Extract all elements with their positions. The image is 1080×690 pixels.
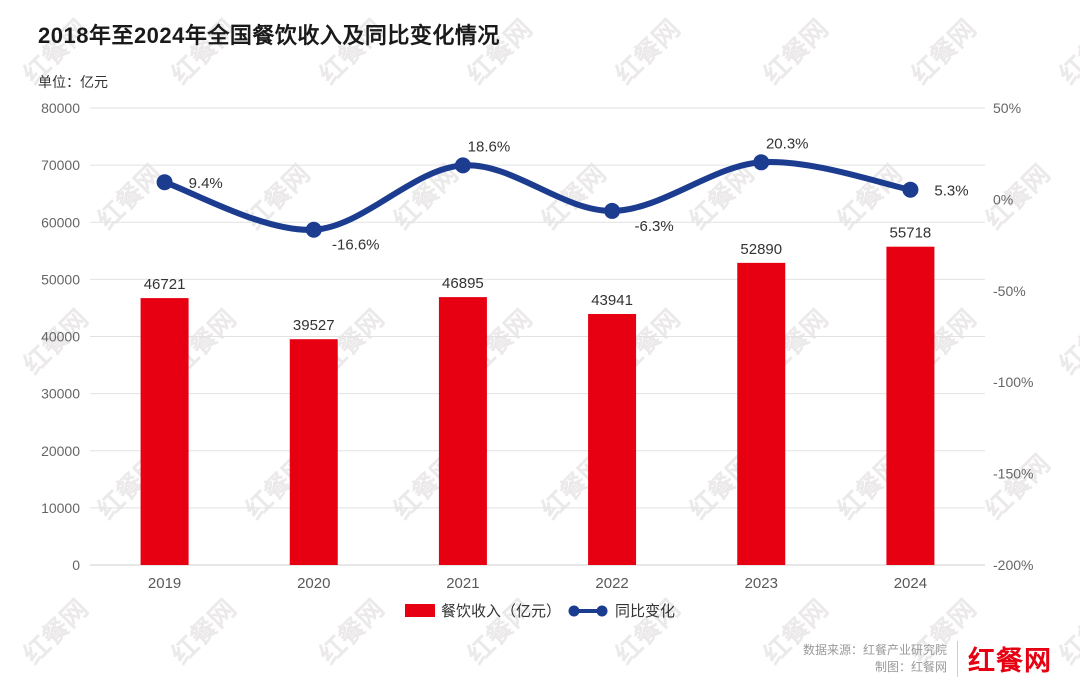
brand-logo: 红餐网 [968,646,1052,676]
watermark-text: 红餐网 [905,13,981,89]
bar-2024 [886,246,935,565]
line-point-label: 9.4% [189,175,223,192]
line-series-glyph [567,604,609,618]
line-point-2019 [156,174,173,191]
footer: 数据来源：红餐产业研究院 制图：红餐网 红餐网 [803,639,1052,678]
line-point-label: -16.6% [332,237,380,254]
x-tick-label: 2021 [446,575,479,592]
watermark-text: 红餐网 [91,158,167,234]
watermark-text: 红餐网 [757,13,833,89]
x-tick-label: 2020 [297,575,330,592]
right-axis-tick-label: -150% [993,466,1033,482]
watermark-text: 红餐网 [535,158,611,234]
chart-credit-text: 制图：红餐网 [874,659,947,674]
bar-value-label: 39527 [293,317,335,334]
left-axis-tick-label: 30000 [41,386,80,402]
bar-2020 [289,339,338,565]
legend-item-revenue: 餐饮收入（亿元） [404,600,561,621]
line-point-label: 5.3% [934,183,968,200]
legend-item-yoy: 同比变化 [567,600,675,621]
watermark-text: 红餐网 [979,448,1055,524]
x-tick-label: 2023 [745,575,778,592]
left-axis-tick-label: 0 [72,557,80,573]
left-axis-tick-label: 10000 [41,500,80,516]
x-tick-label: 2019 [148,575,181,592]
legend-label-yoy: 同比变化 [615,603,676,620]
bar-value-label: 52890 [740,241,782,258]
right-axis-tick-label: -50% [993,283,1026,299]
line-point-2020 [305,221,322,238]
left-axis-tick-label: 40000 [41,329,80,345]
legend-label-revenue: 餐饮收入（亿元） [440,603,561,620]
left-axis-tick-label: 80000 [41,100,80,116]
watermark-text: 红餐网 [1053,303,1080,379]
watermark-text: 红餐网 [1053,13,1080,89]
line-point-label: -6.3% [634,218,673,235]
bar-2022 [588,313,637,565]
bar-2023 [737,262,786,565]
x-tick-label: 2024 [894,575,927,592]
line-series-path [161,158,914,233]
line-point-2023 [753,154,770,171]
line-point-2022 [604,202,621,219]
right-axis-tick-label: 0% [993,191,1013,207]
line-point-2021 [454,157,471,174]
chart-title: 2018年至2024年全国餐饮收入及同比变化情况 [38,23,500,48]
bar-2019 [140,298,189,565]
bar-value-label: 46895 [442,275,484,292]
bar-series-swatch [404,604,435,617]
unit-label: 单位：亿元 [38,74,108,90]
chart-legend: 餐饮收入（亿元） 同比变化 [0,600,1080,621]
line-point-label: 20.3% [766,135,809,152]
left-axis-tick-label: 70000 [41,157,80,173]
left-axis-tick-label: 50000 [41,271,80,287]
bar-2021 [438,297,487,565]
footer-divider [957,640,958,677]
watermark-text: 红餐网 [979,158,1055,234]
bar-value-label: 55718 [890,225,932,242]
watermark-text: 红餐网 [609,13,685,89]
line-point-label: 18.6% [468,138,511,155]
footer-credits: 数据来源：红餐产业研究院 制图：红餐网 [803,642,947,676]
right-axis-tick-label: -200% [993,557,1033,573]
line-point-2024 [902,181,919,198]
data-source-text: 数据来源：红餐产业研究院 [802,642,947,657]
right-axis-tick-label: 50% [993,100,1021,116]
left-axis-tick-label: 60000 [41,214,80,230]
left-axis-tick-label: 20000 [41,443,80,459]
x-tick-label: 2022 [595,575,628,592]
right-axis-tick-label: -100% [993,374,1033,390]
bar-value-label: 43941 [591,292,633,309]
bar-value-label: 46721 [144,276,186,293]
